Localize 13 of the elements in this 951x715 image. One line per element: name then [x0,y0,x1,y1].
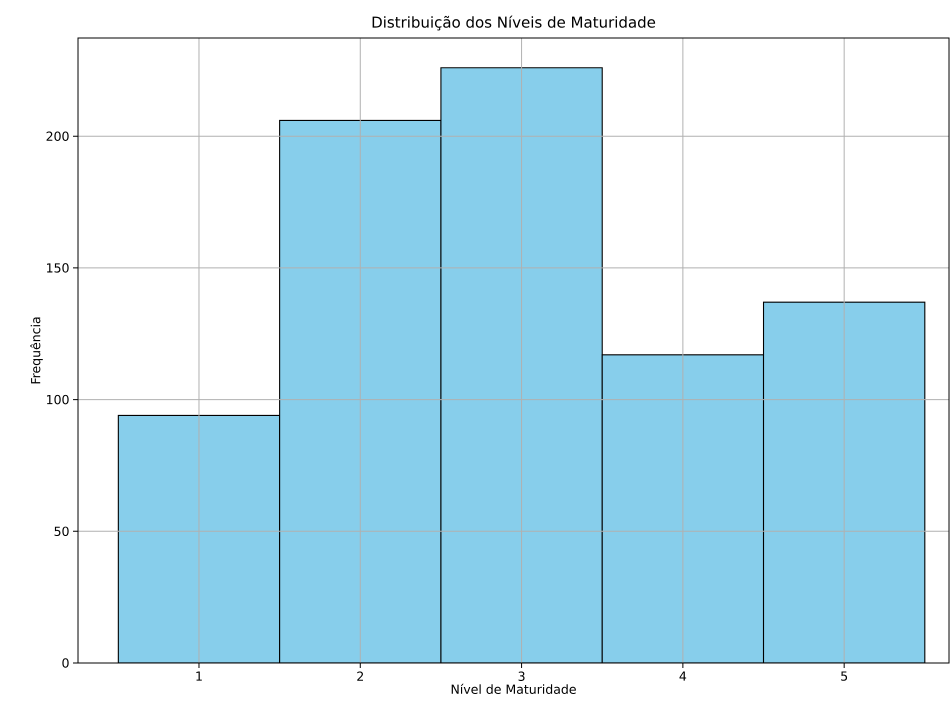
x-tick-label: 4 [680,672,686,681]
y-axis-title: Frequência [30,317,43,384]
y-tick-label: 100 [47,394,69,404]
y-tick-label: 50 [54,526,69,536]
x-tick-label: 2 [357,672,364,681]
x-tick-label: 5 [841,672,848,681]
chart-title: Distribuição dos Níveis de Maturidade [372,16,656,30]
y-tick-label: 200 [46,131,69,141]
x-tick-label: 1 [196,672,202,681]
x-tick-label: 3 [518,672,525,681]
y-tick-label: 150 [47,263,69,273]
y-tick-label: 0 [62,658,69,668]
x-axis-title: Nível de Maturidade [452,684,576,694]
